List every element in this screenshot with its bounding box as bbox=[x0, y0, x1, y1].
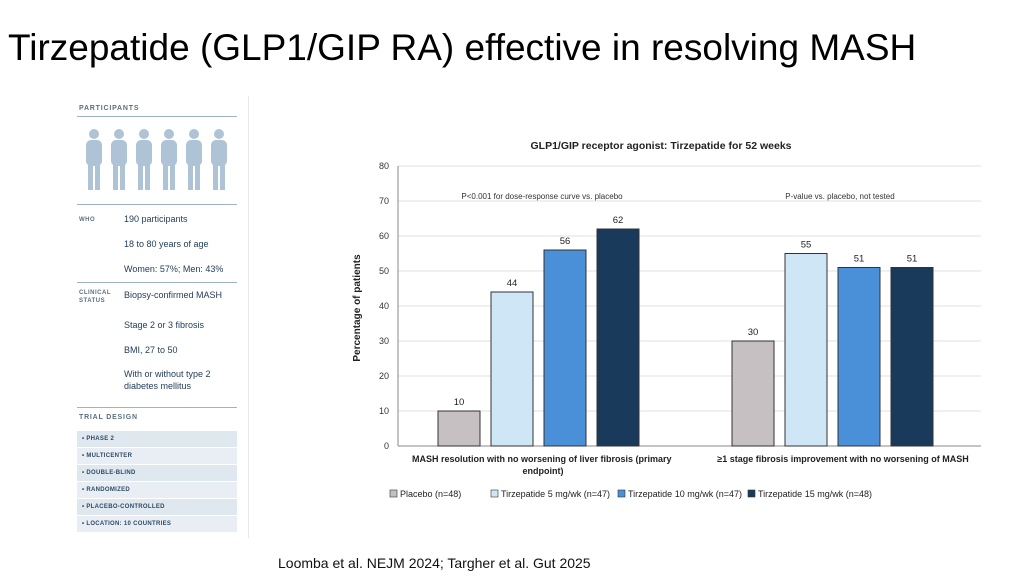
legend-item: Placebo (n=48) bbox=[389, 489, 461, 499]
y-tick-label: 70 bbox=[379, 196, 389, 206]
person-icon bbox=[111, 129, 127, 190]
clinical-status-label: CLINICAL STATUS bbox=[79, 290, 111, 304]
data-label: 56 bbox=[560, 236, 571, 247]
y-tick-label: 0 bbox=[384, 441, 389, 451]
who-item: 190 participants bbox=[124, 214, 188, 224]
trial-design-header: TRIAL DESIGN bbox=[79, 414, 138, 421]
citation: Loomba et al. NEJM 2024; Targher et al. … bbox=[278, 555, 591, 571]
y-tick-label: 20 bbox=[379, 371, 389, 381]
trial-design-item: • RANDOMIZED bbox=[77, 482, 237, 498]
legend-label: Placebo (n=48) bbox=[400, 489, 461, 499]
bar bbox=[490, 291, 534, 447]
y-tick-label: 60 bbox=[379, 231, 389, 241]
y-tick-label: 80 bbox=[379, 161, 389, 171]
clinical-item: Biopsy-confirmed MASH bbox=[124, 290, 223, 300]
data-label: 44 bbox=[507, 278, 518, 289]
data-label: 51 bbox=[907, 254, 918, 265]
panel-divider bbox=[77, 407, 237, 408]
bar bbox=[437, 410, 481, 447]
trial-design-item: • DOUBLE-BLIND bbox=[77, 465, 237, 481]
slide-title: Tirzepatide (GLP1/GIP RA) effective in r… bbox=[8, 27, 917, 68]
bar bbox=[890, 267, 934, 447]
legend-item: Tirzepatide 15 mg/wk (n=48) bbox=[747, 489, 872, 499]
bar bbox=[596, 228, 640, 447]
panel-divider bbox=[77, 116, 237, 117]
who-label: WHO bbox=[79, 217, 96, 223]
data-label: 51 bbox=[854, 254, 865, 265]
panel-divider bbox=[77, 282, 237, 283]
clinical-item: BMI, 27 to 50 bbox=[124, 345, 178, 355]
trial-design-item: • PLACEBO-CONTROLLED bbox=[77, 499, 237, 515]
y-axis-title: Percentage of patients bbox=[352, 254, 363, 362]
legend-swatch bbox=[490, 489, 499, 498]
legend-item: Tirzepatide 5 mg/wk (n=47) bbox=[490, 489, 610, 499]
data-label: 30 bbox=[748, 327, 759, 338]
legend-swatch bbox=[747, 489, 756, 498]
participants-silhouettes-icon bbox=[86, 129, 227, 190]
trial-design-item: • PHASE 2 bbox=[77, 431, 237, 447]
participants-panel: PARTICIPANTS WHO 190 participants 18 to … bbox=[70, 96, 249, 538]
y-tick-label: 40 bbox=[379, 301, 389, 311]
data-label: 62 bbox=[613, 215, 624, 226]
bar bbox=[784, 253, 828, 447]
data-label: 55 bbox=[801, 240, 812, 251]
bar-chart: GLP1/GIP receptor agonist: Tirzepatide f… bbox=[352, 140, 981, 499]
y-tick-label: 50 bbox=[379, 266, 389, 276]
who-item: 18 to 80 years of age bbox=[124, 239, 209, 249]
legend-swatch bbox=[617, 489, 626, 498]
legend-swatch bbox=[389, 489, 398, 498]
person-icon bbox=[211, 129, 227, 190]
bar bbox=[731, 340, 775, 447]
y-tick-label: 10 bbox=[379, 406, 389, 416]
panel-divider bbox=[77, 204, 237, 205]
person-icon bbox=[161, 129, 177, 190]
person-icon bbox=[86, 129, 102, 190]
clinical-item: With or without type 2 diabetes mellitus bbox=[124, 369, 211, 391]
chart-title: GLP1/GIP receptor agonist: Tirzepatide f… bbox=[530, 140, 791, 152]
who-item: Women: 57%; Men: 43% bbox=[124, 264, 224, 274]
bar bbox=[837, 267, 881, 447]
data-label: 10 bbox=[454, 397, 465, 408]
bar bbox=[543, 249, 587, 447]
trial-design-item: • MULTICENTER bbox=[77, 448, 237, 464]
x-category-label: ≥1 stage fibrosis improvement with no wo… bbox=[717, 454, 968, 464]
legend-label: Tirzepatide 10 mg/wk (n=47) bbox=[628, 489, 742, 499]
legend-label: Tirzepatide 5 mg/wk (n=47) bbox=[501, 489, 610, 499]
x-category-label: MASH resolution with no worsening of liv… bbox=[412, 454, 674, 476]
legend-item: Tirzepatide 10 mg/wk (n=47) bbox=[617, 489, 742, 499]
clinical-item: Stage 2 or 3 fibrosis bbox=[124, 320, 205, 330]
trial-design-item: • LOCATION: 10 COUNTRIES bbox=[77, 516, 237, 532]
annotation-primary: P<0.001 for dose-response curve vs. plac… bbox=[461, 192, 623, 201]
participants-header: PARTICIPANTS bbox=[79, 105, 140, 112]
legend-label: Tirzepatide 15 mg/wk (n=48) bbox=[758, 489, 872, 499]
person-icon bbox=[186, 129, 202, 190]
y-tick-label: 30 bbox=[379, 336, 389, 346]
annotation-secondary: P-value vs. placebo, not tested bbox=[785, 192, 894, 201]
person-icon bbox=[136, 129, 152, 190]
